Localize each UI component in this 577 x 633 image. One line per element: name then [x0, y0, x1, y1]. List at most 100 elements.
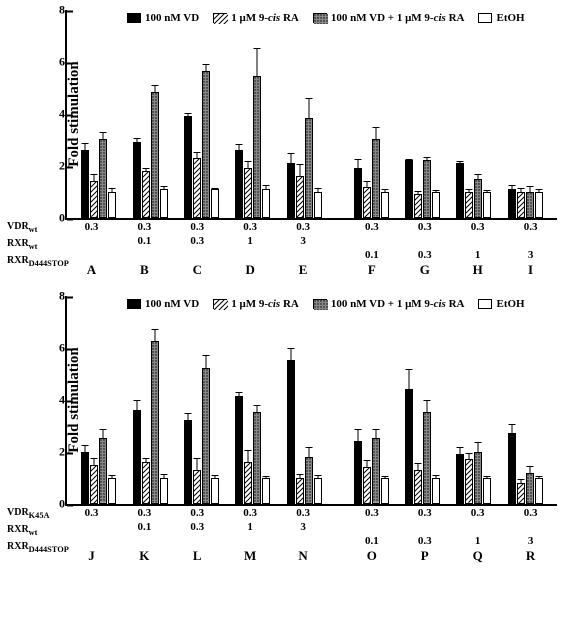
- bar-vd: [508, 433, 516, 504]
- bar-etoh: [535, 192, 543, 218]
- error-bar: [257, 405, 258, 413]
- bar-vd: [354, 168, 362, 218]
- table-cell: 0.3: [118, 221, 171, 233]
- condition-table: VDRwtRXRwtRXRD444STOP0.30.30.30.30.30.30…: [10, 220, 567, 276]
- row-header: VDRK45A: [7, 506, 65, 523]
- error-bar: [308, 98, 309, 119]
- bar-combo: [99, 438, 107, 504]
- bar: [81, 150, 89, 218]
- error-bar: [85, 143, 86, 151]
- bar-combo: [372, 139, 380, 218]
- error-bar: [290, 348, 291, 361]
- error-bar: [239, 392, 240, 397]
- bar: [262, 189, 270, 218]
- error-bar: [529, 186, 530, 193]
- error-bar: [426, 400, 427, 413]
- bar-ra: [363, 467, 371, 504]
- legend-label: 100 nM VD + 1 μM 9-cis RA: [331, 298, 465, 310]
- bar-vd: [235, 396, 243, 504]
- bar: [465, 192, 473, 218]
- condition-table: VDRK45ARXRwtRXRD444STOP0.30.30.30.30.30.…: [10, 506, 567, 562]
- bar: [184, 116, 192, 218]
- bar-etoh: [314, 478, 322, 504]
- bar: [508, 189, 516, 218]
- error-bar: [196, 458, 197, 471]
- bar: [456, 163, 464, 218]
- bar-vd: [184, 420, 192, 504]
- table-row-r2: 0.10.313: [65, 234, 557, 248]
- bar-vd: [405, 160, 413, 218]
- bar: [193, 470, 201, 504]
- group-letter: H: [451, 260, 504, 278]
- legend-item-etoh: EtOH: [478, 12, 524, 24]
- error-bar: [384, 476, 385, 479]
- bar: [99, 139, 107, 218]
- bar: [142, 462, 150, 504]
- bar-group-E: [279, 118, 330, 218]
- bar-combo: [474, 179, 482, 218]
- error-bar: [103, 429, 104, 440]
- bar-group-B: [124, 92, 175, 218]
- error-bar: [435, 190, 436, 193]
- table-cell: 0.3: [224, 221, 277, 233]
- y-tick: 4: [45, 393, 65, 408]
- error-bar: [460, 161, 461, 164]
- table-row-r1: 0.30.30.30.30.30.30.30.30.3: [65, 220, 557, 234]
- group-letter: P: [398, 546, 451, 564]
- bar-ra: [296, 478, 304, 504]
- legend: 100 nM VD1 μM 9-cis RA100 nM VD + 1 μM 9…: [127, 298, 547, 310]
- bar-combo: [151, 341, 159, 504]
- group-letter: D: [224, 260, 277, 278]
- error-bar: [460, 447, 461, 455]
- bar: [160, 478, 168, 504]
- error-bar: [290, 153, 291, 164]
- bar-group-D: [227, 76, 278, 218]
- bar: [211, 478, 219, 504]
- bar-group-R: [500, 433, 551, 504]
- error-bar: [417, 191, 418, 195]
- bar: [287, 360, 295, 504]
- table-cell: 0.3: [171, 235, 224, 247]
- bar-combo: [526, 473, 534, 505]
- bar-etoh: [211, 189, 219, 218]
- bar: [363, 187, 371, 219]
- bar: [202, 71, 210, 218]
- bar: [517, 483, 525, 504]
- table-cell: 0.3: [118, 507, 171, 519]
- row-header: RXRwt: [7, 237, 65, 254]
- bar-group-I: [500, 189, 551, 218]
- bar-ra: [244, 168, 252, 218]
- bar-vd: [235, 150, 243, 218]
- bar-ra: [90, 181, 98, 218]
- table-cell: 0.3: [224, 507, 277, 519]
- bar-vd: [287, 360, 295, 504]
- bar: [535, 192, 543, 218]
- table-cell: 1: [224, 521, 277, 533]
- legend-label: EtOH: [496, 298, 524, 310]
- group-letter: N: [277, 546, 330, 564]
- bar-ra: [193, 158, 201, 218]
- bar-vd: [456, 163, 464, 218]
- error-bar: [366, 460, 367, 468]
- bar: [414, 470, 422, 504]
- bar: [354, 168, 362, 218]
- table-cell: 0.3: [398, 221, 451, 233]
- table-cell: 3: [277, 521, 330, 533]
- bar-vd: [354, 441, 362, 504]
- row-headers: VDRK45ARXRwtRXRD444STOP: [7, 506, 65, 557]
- bar: [151, 341, 159, 504]
- bar-ra: [363, 187, 371, 219]
- bar: [432, 192, 440, 218]
- table-cell: 0.3: [504, 507, 557, 519]
- bar-group-F: [345, 139, 396, 218]
- bar: [483, 478, 491, 504]
- bar: [151, 92, 159, 218]
- bar-ra: [414, 470, 422, 504]
- bar-etoh: [262, 189, 270, 218]
- bar: [483, 192, 491, 218]
- error-bar: [317, 188, 318, 193]
- bar: [305, 457, 313, 504]
- bar: [465, 459, 473, 504]
- error-bar: [511, 424, 512, 435]
- bar: [90, 181, 98, 218]
